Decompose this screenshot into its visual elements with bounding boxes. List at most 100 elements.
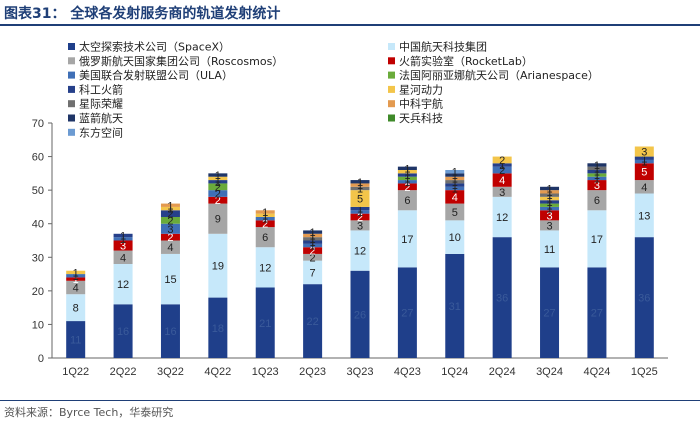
x-tick-label: 1Q22 <box>62 366 89 378</box>
bar-segment <box>255 220 275 228</box>
y-tick-label: 40 <box>32 219 44 231</box>
bar-value-label: 1 <box>357 207 363 219</box>
bar-value-label: 18 <box>212 323 224 335</box>
bar-segment <box>66 294 86 322</box>
legend-label: 法国阿丽亚娜航天公司（Arianespace） <box>399 68 599 82</box>
bar-value-label: 1 <box>452 173 458 185</box>
y-tick-label: 30 <box>32 252 44 264</box>
bar-segment <box>540 200 560 204</box>
bar-value-label: 21 <box>259 318 271 330</box>
bar-value-label: 1 <box>594 173 600 185</box>
bar-value-label: 2 <box>215 195 221 207</box>
legend-swatch <box>388 100 395 108</box>
bar-value-label: 1 <box>594 160 600 172</box>
bar-value-label: 2 <box>167 232 173 244</box>
bar-value-label: 2 <box>357 212 363 224</box>
bar-value-label: 1 <box>594 163 600 175</box>
y-tick-label: 0 <box>38 353 44 365</box>
bar-segment <box>303 240 323 244</box>
bar-segment <box>113 233 133 238</box>
bar-segment <box>208 196 228 204</box>
bar-segment <box>587 210 607 268</box>
bar-segment <box>160 253 180 305</box>
bar-segment <box>540 193 560 197</box>
bar-segment <box>255 247 275 288</box>
bar-value-label: 3 <box>499 187 505 199</box>
bar-value-label: 2 <box>215 189 221 201</box>
stacked-bar-chart: 太空探索技术公司（SpaceX） 中国航天科技集团俄罗斯航天国家集团公司（Rosc… <box>32 40 668 378</box>
bar-segment <box>492 166 512 174</box>
bar-value-label: 3 <box>120 241 126 253</box>
bar-segment <box>113 250 133 264</box>
bar-value-label: 1 <box>546 190 552 202</box>
bar-value-label: 27 <box>543 308 555 320</box>
bar-value-label: 1 <box>452 167 458 179</box>
bar-value-label: 1 <box>120 230 126 242</box>
bar-value-label: 1 <box>499 160 505 172</box>
bar-value-label: 2 <box>310 252 316 264</box>
bars: 11841111Q22161243112Q22161542322113Q2218… <box>62 146 658 378</box>
bar-segment <box>208 183 228 191</box>
bar-value-label: 3 <box>594 180 600 192</box>
bar-segment <box>634 159 654 164</box>
bar-value-label: 2 <box>215 182 221 194</box>
bar-segment <box>492 196 512 238</box>
x-tick-label: 1Q25 <box>631 366 658 378</box>
bar-segment <box>160 206 180 211</box>
bar-value-label: 1 <box>546 187 552 199</box>
bar-value-label: 1 <box>310 234 316 246</box>
bar-segment <box>350 206 370 211</box>
x-tick-label: 1Q24 <box>441 366 468 378</box>
bar-value-label: 3 <box>357 220 363 232</box>
legend-swatch <box>388 85 395 93</box>
bar-segment <box>113 264 133 305</box>
bar-value-label: 13 <box>638 210 650 222</box>
bar-segment <box>160 304 180 358</box>
legend-label: 俄罗斯航天国家集团公司（Roscosmos） <box>79 54 283 68</box>
bar-segment <box>113 237 133 241</box>
bar-segment <box>540 196 560 201</box>
bar-value-label: 5 <box>357 194 363 206</box>
x-tick-label: 3Q24 <box>536 366 563 378</box>
bar-value-label: 1 <box>452 183 458 195</box>
bar-segment <box>350 210 370 214</box>
bar-value-label: 1 <box>357 183 363 195</box>
bar-segment <box>445 190 465 204</box>
bar-value-label: 1 <box>73 271 79 283</box>
bar-segment <box>160 210 180 217</box>
bar-segment <box>397 173 417 177</box>
bar-segment <box>445 180 465 184</box>
bar-value-label: 1 <box>546 183 552 195</box>
bar-segment <box>634 193 654 238</box>
bar-value-label: 36 <box>496 293 508 305</box>
bar-segment <box>397 210 417 268</box>
bar-value-label: 9 <box>215 214 221 226</box>
source-divider <box>0 400 700 401</box>
bar-value-label: 7 <box>310 267 316 279</box>
bar-segment <box>540 206 560 211</box>
bar-segment <box>445 176 465 181</box>
bar-segment <box>397 166 417 170</box>
title-bar: 图表31： 全球各发射服务商的轨道发射统计 <box>0 0 700 26</box>
bar-value-label: 16 <box>117 326 129 338</box>
bar-segment <box>587 173 607 177</box>
bar-value-label: 4 <box>73 283 79 295</box>
bar-segment <box>397 183 417 191</box>
bar-segment <box>208 190 228 197</box>
bar-value-label: 2 <box>499 155 505 167</box>
legend-swatch <box>68 71 75 79</box>
bar-segment <box>492 237 512 358</box>
bar-value-label: 31 <box>449 301 461 313</box>
legend-swatch <box>68 128 75 136</box>
bar-value-label: 3 <box>546 220 552 232</box>
x-tick-label: 2Q23 <box>299 366 326 378</box>
bar-value-label: 1 <box>641 153 647 165</box>
bar-value-label: 5 <box>452 207 458 219</box>
legend: 太空探索技术公司（SpaceX） 中国航天科技集团俄罗斯航天国家集团公司（Rosc… <box>68 40 599 139</box>
bar-value-label: 12 <box>496 212 508 224</box>
bar-value-label: 1 <box>310 227 316 239</box>
bar-segment <box>160 223 180 234</box>
bar-segment <box>540 220 560 231</box>
bar-segment <box>445 173 465 177</box>
legend-label: 星际荣耀 <box>79 98 123 111</box>
